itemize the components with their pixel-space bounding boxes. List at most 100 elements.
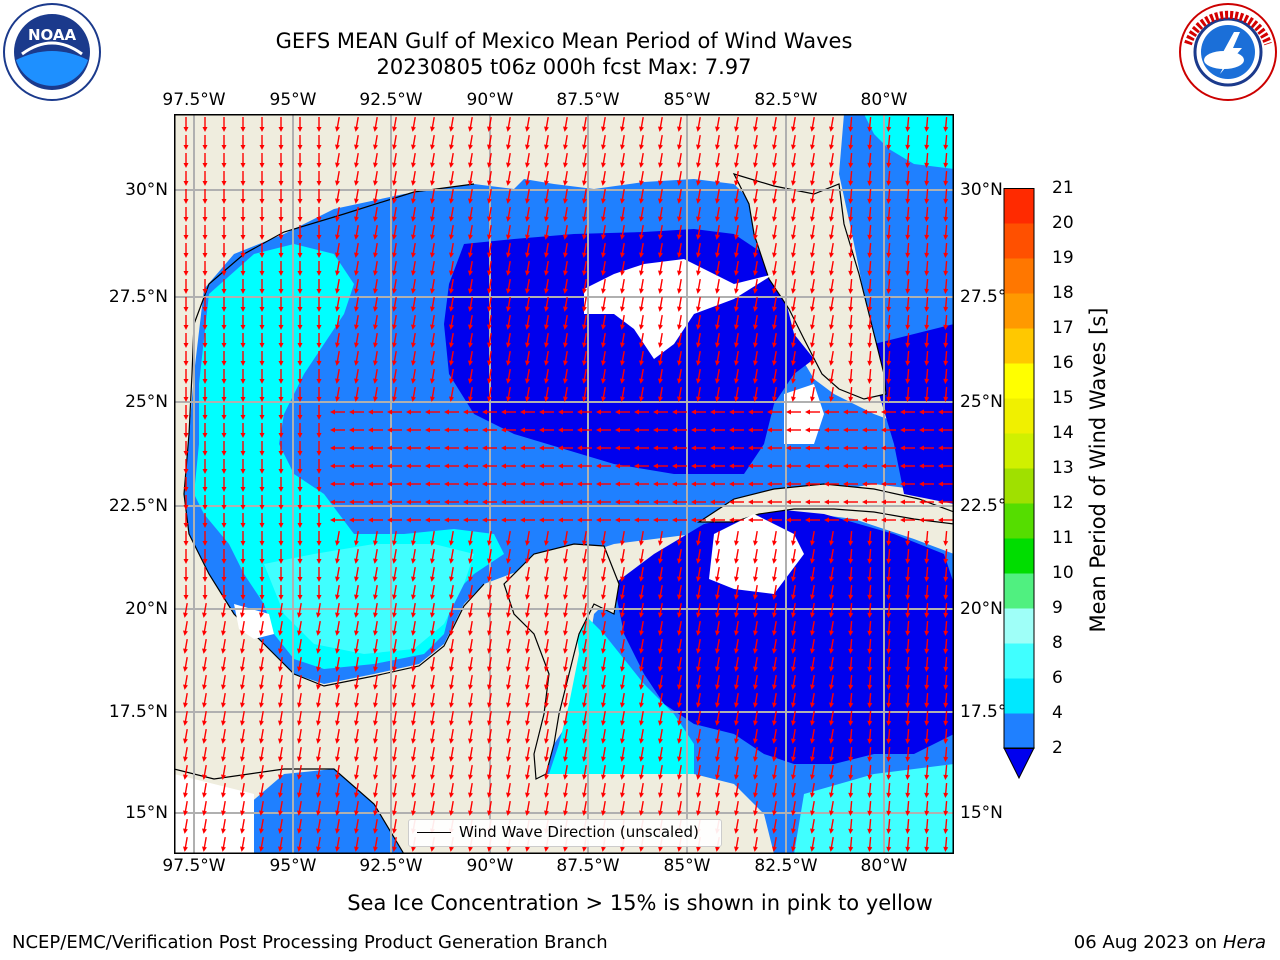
- wind-arrow: [392, 188, 397, 204]
- wind-arrow: [221, 764, 226, 780]
- wind-arrow: [658, 170, 663, 186]
- wind-arrow: [259, 279, 265, 294]
- wind-arrow: [563, 548, 568, 564]
- wind-arrow: [943, 278, 949, 294]
- wind-arrow: [867, 188, 873, 204]
- wind-arrow: [715, 692, 720, 708]
- wind-arrow: [715, 116, 720, 132]
- wind-arrow: [658, 548, 663, 564]
- wind-arrow: [943, 134, 949, 150]
- wind-arrow: [805, 481, 820, 487]
- wind-arrow: [601, 152, 606, 168]
- wind-arrow: [658, 656, 663, 672]
- wind-arrow: [411, 620, 416, 636]
- wind-arrow: [696, 206, 701, 222]
- wind-arrow: [767, 445, 782, 451]
- wind-arrow: [791, 638, 796, 654]
- wind-arrow: [753, 350, 758, 366]
- wind-arrow: [582, 800, 587, 816]
- wind-arrow: [620, 584, 625, 600]
- wind-arrow: [753, 818, 758, 834]
- wind-arrow: [468, 314, 473, 330]
- wind-arrow: [373, 638, 378, 654]
- wind-arrow: [848, 188, 854, 204]
- wind-arrow: [297, 567, 303, 582]
- wind-arrow: [710, 409, 725, 415]
- wind-arrow: [639, 278, 644, 294]
- wind-arrow: [715, 296, 720, 312]
- wind-arrow: [886, 188, 892, 204]
- wind-arrow: [335, 782, 340, 798]
- wind-arrow: [430, 764, 435, 780]
- wind-arrow: [848, 566, 854, 582]
- wind-arrow: [202, 117, 208, 132]
- wind-arrow: [183, 351, 189, 366]
- wind-arrow: [278, 369, 284, 384]
- wind-arrow: [791, 206, 796, 222]
- wind-arrow: [753, 620, 758, 636]
- wind-arrow: [791, 278, 796, 294]
- wind-arrow: [259, 710, 264, 726]
- wind-arrow: [639, 350, 644, 366]
- wind-arrow: [734, 152, 739, 168]
- wind-arrow: [696, 368, 701, 384]
- wind-arrow: [354, 530, 359, 546]
- wind-arrow: [924, 764, 930, 780]
- wind-arrow: [924, 116, 930, 132]
- wind-arrow: [791, 836, 796, 852]
- wind-arrow: [520, 427, 535, 433]
- wind-arrow: [772, 170, 777, 186]
- wind-arrow: [487, 278, 492, 294]
- wind-arrow: [620, 386, 625, 402]
- wind-arrow: [373, 782, 378, 798]
- wind-arrow: [848, 800, 854, 816]
- wind-arrow: [335, 206, 340, 222]
- wind-arrow: [525, 350, 530, 366]
- wind-arrow: [392, 116, 397, 132]
- wind-arrow: [240, 315, 246, 330]
- wind-arrow: [487, 152, 492, 168]
- wind-arrow: [278, 782, 283, 798]
- wind-arrow: [772, 386, 777, 402]
- wind-arrow: [330, 481, 345, 487]
- wind-arrow: [601, 170, 606, 186]
- wind-arrow: [297, 585, 303, 600]
- wind-arrow: [924, 170, 930, 186]
- wind-arrow: [905, 566, 911, 582]
- map-overlay: [174, 114, 954, 854]
- wind-arrow: [696, 170, 701, 186]
- wind-arrow: [791, 296, 796, 312]
- wind-arrow: [943, 332, 949, 348]
- wind-arrow: [316, 459, 322, 474]
- wind-arrow: [943, 782, 949, 798]
- wind-arrow: [349, 409, 364, 415]
- wind-arrow: [563, 674, 568, 690]
- wind-arrow: [791, 764, 796, 780]
- wind-arrow: [867, 386, 873, 402]
- wind-arrow: [373, 206, 378, 222]
- wind-arrow: [563, 656, 568, 672]
- wind-arrow: [544, 116, 549, 132]
- wind-arrow: [867, 134, 873, 150]
- wind-arrow: [544, 530, 549, 546]
- wind-arrow: [411, 350, 416, 366]
- wind-arrow: [335, 548, 340, 564]
- wind-arrow: [615, 409, 630, 415]
- wind-arrow: [791, 728, 796, 744]
- wind-arrow: [297, 297, 303, 312]
- wind-arrow: [221, 369, 227, 384]
- wind-arrow: [316, 261, 322, 276]
- wind-arrow: [639, 674, 644, 690]
- wind-arrow: [297, 441, 303, 456]
- colorbar-tick-label: 13: [1052, 458, 1074, 478]
- wind-arrow: [387, 427, 402, 433]
- wind-arrow: [506, 764, 511, 780]
- wind-arrow: [373, 836, 378, 852]
- wind-arrow: [221, 387, 227, 402]
- wind-arrow: [886, 584, 892, 600]
- wind-arrow: [392, 170, 397, 186]
- wind-arrow: [316, 207, 322, 222]
- wind-arrow: [487, 764, 492, 780]
- wind-arrow: [278, 459, 284, 474]
- wind-arrow: [183, 441, 189, 456]
